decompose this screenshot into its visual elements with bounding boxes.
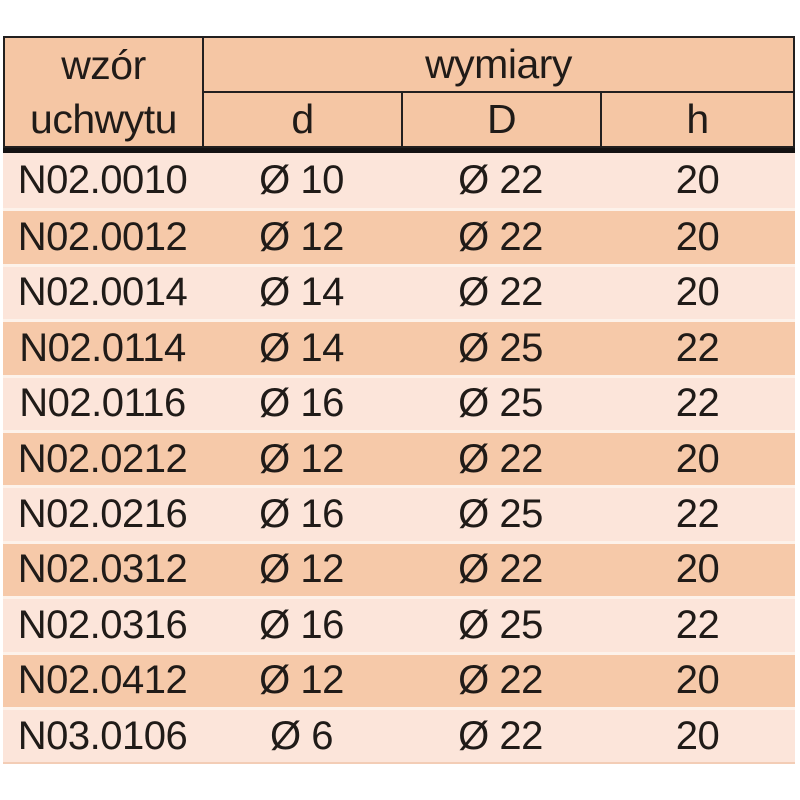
table-row: N02.0212 Ø 12 Ø 22 20 [3,429,795,486]
cell-D: Ø 25 [458,381,543,426]
cell-d: Ø 6 [270,713,333,758]
cell-d: Ø 14 [259,325,344,370]
cell-d: Ø 16 [259,381,344,426]
cell-D: Ø 22 [458,215,543,260]
cell-model: N02.0010 [17,158,188,203]
cell-D: Ø 22 [458,658,543,703]
table-row: N02.0312 Ø 12 Ø 22 20 [3,540,795,597]
header-pattern-line2: uchwytu [30,95,177,142]
cell-model: N03.0106 [17,713,188,758]
cell-d: Ø 10 [259,158,344,203]
cell-D: Ø 25 [458,325,543,370]
cell-model: N02.0316 [17,602,188,647]
table-body: N02.0010 Ø 10 Ø 22 20 N02.0012 Ø 12 Ø 22… [3,153,795,765]
cell-d: Ø 12 [259,436,344,481]
header-pattern-line1: wzór [61,41,146,88]
cell-d: Ø 14 [259,270,344,315]
cell-h: 20 [675,547,720,592]
cell-d: Ø 12 [259,215,344,260]
header-col-h: h [686,96,709,142]
table-row: N02.0116 Ø 16 Ø 25 22 [3,374,795,430]
cell-h: 20 [675,713,720,758]
cell-D: Ø 22 [458,158,543,203]
cell-model: N02.0312 [17,547,188,592]
cell-h: 20 [675,215,720,260]
cell-h: 20 [675,270,720,315]
cell-h: 20 [675,436,720,481]
cell-model: N02.0014 [17,270,188,315]
cell-D: Ø 22 [458,270,543,315]
header-col-d: d [204,93,403,146]
cell-D: Ø 22 [458,713,543,758]
dimensions-table: wzór uchwytu wymiary d D h N02.0010 Ø 10… [3,36,795,765]
cell-model: N02.0114 [19,325,186,370]
cell-model: N02.0116 [19,381,186,426]
table-header: wzór uchwytu wymiary d D h [3,36,795,148]
cell-model: N02.0012 [17,215,188,260]
cell-model: N02.0412 [17,658,188,703]
cell-h: 22 [675,325,720,370]
cell-d: Ø 16 [259,602,344,647]
cell-h: 22 [675,602,720,647]
cell-h: 20 [675,658,720,703]
header-dimensions-group: wymiary [204,38,793,93]
cell-model: N02.0212 [17,436,188,481]
table-row: N02.0412 Ø 12 Ø 22 20 [3,651,795,707]
cell-h: 22 [675,492,720,537]
header-col-D: D [403,93,602,146]
table-row: N02.0316 Ø 16 Ø 25 22 [3,596,795,652]
cell-d: Ø 12 [259,658,344,703]
cell-h: 20 [675,158,720,203]
table-row: N02.0012 Ø 12 Ø 22 20 [3,208,795,264]
table-row: N03.0106 Ø 6 Ø 22 20 [3,706,795,763]
table-row: N02.0216 Ø 16 Ø 25 22 [3,485,795,541]
cell-model: N02.0216 [17,492,188,537]
header-divider-line [3,148,795,153]
table-row: N02.0010 Ø 10 Ø 22 20 [3,153,795,209]
header-pattern-column: wzór uchwytu [5,38,204,146]
cell-D: Ø 25 [458,602,543,647]
cell-h: 22 [675,381,720,426]
table-row: N02.0114 Ø 14 Ø 25 22 [3,319,795,375]
cell-d: Ø 12 [259,547,344,592]
cell-D: Ø 22 [458,547,543,592]
cell-D: Ø 25 [458,492,543,537]
cell-d: Ø 16 [259,492,344,537]
table-row: N02.0014 Ø 14 Ø 22 20 [3,263,795,320]
cell-D: Ø 22 [458,436,543,481]
